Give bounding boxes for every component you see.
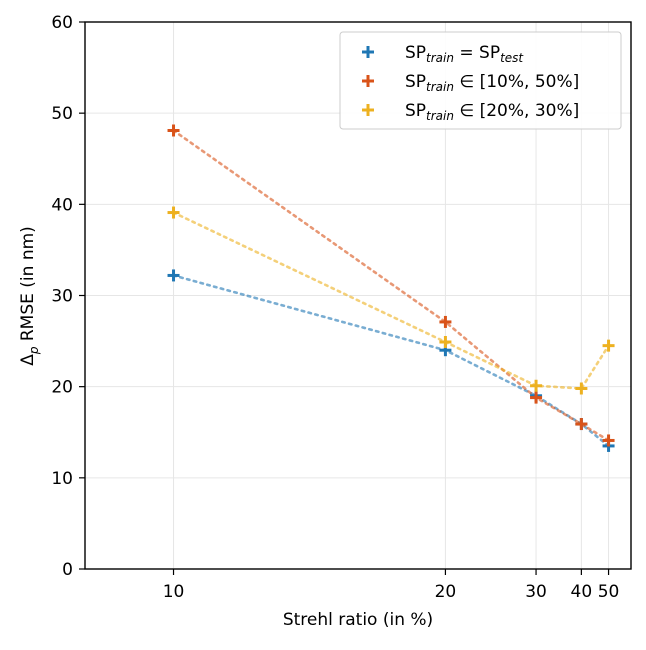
series-2-point-20 xyxy=(439,315,452,328)
series-3-point-40 xyxy=(575,382,588,395)
series-2-point-50 xyxy=(602,434,615,447)
legend-label-3-part-1: SP xyxy=(405,101,426,121)
legend-label-1-part-4: test xyxy=(500,51,524,65)
legend-label-1-part-3: = SP xyxy=(454,43,500,63)
series-3-point-10 xyxy=(167,206,180,219)
legend-label-3: SPtrain ∈ [20%, 30%] xyxy=(405,101,579,123)
y-tick-label-10: 10 xyxy=(51,469,73,489)
y-axis-title-rest: RMSE (in nm) xyxy=(18,226,38,346)
x-tick-label-20: 20 xyxy=(435,582,457,602)
y-tick-label-20: 20 xyxy=(51,378,73,398)
series-1-point-10 xyxy=(167,269,180,282)
legend-label-1-part-1: SP xyxy=(405,43,426,63)
legend-label-1-part-2: train xyxy=(426,51,454,65)
legend-marker-2 xyxy=(362,75,374,87)
series-3-point-50 xyxy=(602,339,615,352)
series-3-point-30 xyxy=(530,379,543,392)
legend-marker-1 xyxy=(362,46,374,58)
legend-label-1: SPtrain = SPtest xyxy=(405,43,524,65)
legend-label-2-part-1: SP xyxy=(405,72,426,92)
series-3-point-20 xyxy=(439,335,452,348)
y-axis-title: Δp RMSE (in nm) xyxy=(18,226,41,366)
x-tick-label-30: 30 xyxy=(525,582,547,602)
series-line-1 xyxy=(172,274,610,448)
x-tick-label-50: 50 xyxy=(598,582,620,602)
y-tick-label-60: 60 xyxy=(51,13,73,33)
y-tick-label-50: 50 xyxy=(51,104,73,124)
series-2-point-30 xyxy=(530,391,543,404)
series-lines xyxy=(172,129,610,448)
y-axis-title-main: Δ xyxy=(18,354,38,366)
y-axis-title-subscript: p xyxy=(27,346,41,355)
x-tick-label-10: 10 xyxy=(163,582,185,602)
legend-box xyxy=(339,31,622,130)
legend-label-3-part-2: train xyxy=(426,109,454,123)
x-tick-label-40: 40 xyxy=(571,582,593,602)
series-markers xyxy=(167,124,615,452)
x-axis-title: Strehl ratio (in %) xyxy=(283,610,433,630)
series-2-point-40 xyxy=(575,418,588,431)
legend-label-3-part-3: ∈ [20%, 30%] xyxy=(454,101,579,121)
series-2-point-10 xyxy=(167,124,180,137)
series-line-2 xyxy=(172,129,610,442)
y-tick-label-40: 40 xyxy=(51,195,73,215)
legend-label-2-part-2: train xyxy=(426,80,454,94)
y-tick-label-0: 0 xyxy=(62,560,73,580)
y-tick-label-30: 30 xyxy=(51,287,73,307)
legend-label-2-part-3: ∈ [10%, 50%] xyxy=(454,72,579,92)
legend-label-2: SPtrain ∈ [10%, 50%] xyxy=(405,72,579,94)
series-line-3 xyxy=(172,211,610,390)
legend-marker-3 xyxy=(362,104,374,116)
